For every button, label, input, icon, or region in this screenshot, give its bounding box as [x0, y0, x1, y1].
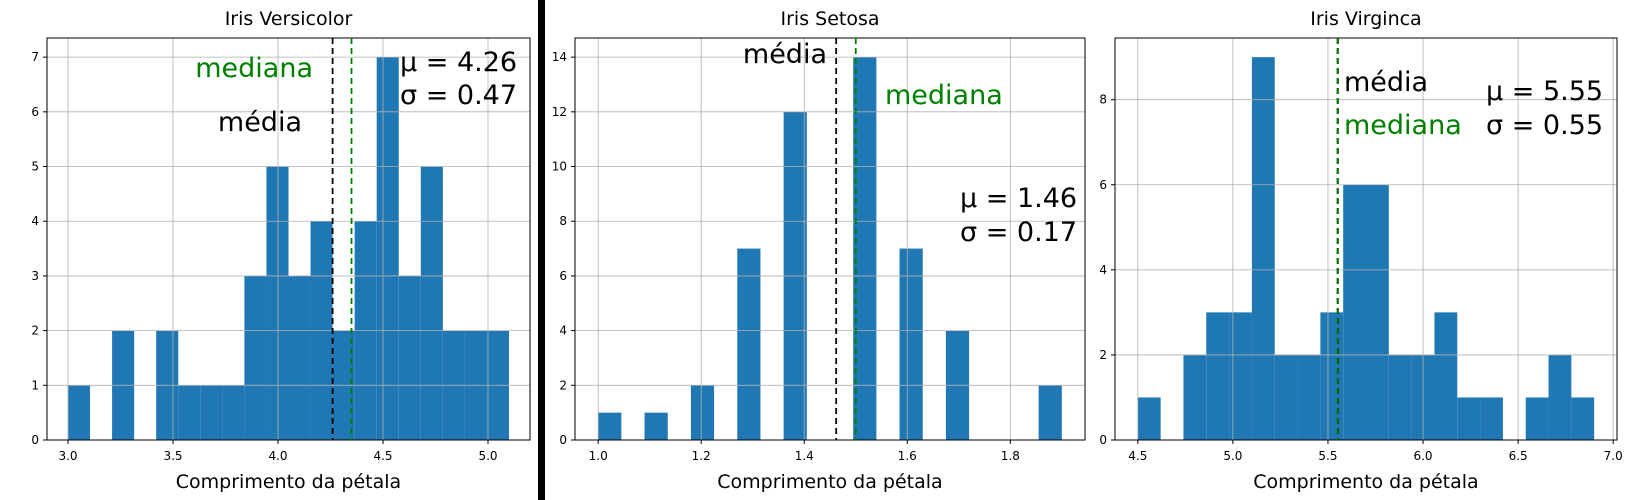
histogram-bar [1137, 397, 1161, 440]
histogram-bar [737, 248, 761, 440]
histogram-bar [288, 275, 311, 440]
histogram-bar [1251, 57, 1275, 441]
mu-annotation: μ = 1.46 [960, 183, 1077, 214]
y-tick-label: 14 [552, 50, 567, 64]
y-tick-label: 0 [559, 433, 567, 447]
histogram-bar [200, 385, 223, 440]
y-tick-label: 6 [31, 105, 39, 119]
x-tick-label: 6.0 [1413, 449, 1432, 463]
x-tick-label: 3.5 [163, 449, 182, 463]
x-tick-label: 4.5 [373, 449, 392, 463]
axes-frame [46, 37, 531, 441]
x-axis-label: Comprimento da pétala [717, 471, 942, 493]
y-tick-label: 4 [1099, 263, 1107, 277]
x-tick-label: 4.0 [268, 449, 287, 463]
x-tick-label: 5.5 [1318, 449, 1337, 463]
panel-divider [538, 0, 545, 500]
axes-frame [1114, 37, 1618, 441]
x-tick-label: 3.0 [58, 449, 77, 463]
x-tick-label: 5.0 [1223, 449, 1242, 463]
histogram-bar [222, 385, 245, 440]
median-annotation: mediana [1344, 110, 1462, 141]
histogram-bar [376, 57, 399, 441]
chart-title: Iris Virginca [1310, 8, 1421, 30]
x-axis-label: Comprimento da pétala [1253, 471, 1478, 493]
chart-panel-3: 4.5 5.0 5.5 6.0 6.5 7.0 0 2 4 6 8 Iris Virginca Comp… [1099, 8, 1622, 493]
sigma-annotation: σ = 0.17 [960, 217, 1077, 248]
histogram-bar [1366, 184, 1389, 440]
histogram-bar [1274, 354, 1298, 440]
histogram-bar [1571, 397, 1595, 440]
histogram-bar [1183, 354, 1207, 440]
histogram-bar [420, 166, 443, 440]
x-tick-label: 1.6 [898, 449, 917, 463]
mean-annotation: média [743, 39, 827, 70]
histogram-bar [1457, 397, 1481, 440]
histogram-bar [1038, 385, 1062, 440]
chart-title: Iris Versicolor [225, 8, 353, 30]
histogram-bar [1525, 397, 1549, 440]
x-tick-label: 4.5 [1128, 449, 1147, 463]
x-tick-label: 5.0 [478, 449, 497, 463]
sigma-annotation: σ = 0.55 [1486, 110, 1603, 141]
x-tick-label: 6.5 [1509, 449, 1528, 463]
mu-annotation: μ = 4.26 [400, 47, 517, 78]
histogram-bar [1297, 354, 1321, 440]
histogram-bar [1388, 354, 1412, 440]
histogram-bar [1343, 184, 1366, 440]
sigma-annotation: σ = 0.47 [400, 80, 517, 111]
chart-title: Iris Setosa [781, 8, 880, 30]
histogram-bar [68, 385, 91, 440]
median-annotation: mediana [885, 80, 1003, 111]
x-axis-label: Comprimento da pétala [176, 471, 401, 493]
histogram-bar [1206, 312, 1230, 440]
histogram-bar [644, 412, 668, 440]
mean-annotation: média [218, 107, 302, 138]
y-tick-label: 7 [31, 50, 39, 64]
chart-panel-2: 1.0 1.2 1.4 1.6 1.8 0 2 4 6 8 10 12 14 Iris Setosa Com… [552, 8, 1086, 493]
mean-annotation: média [1344, 67, 1428, 98]
y-tick-label: 6 [1099, 178, 1107, 192]
x-tick-label: 1.2 [692, 449, 711, 463]
y-tick-label: 2 [1099, 348, 1107, 362]
y-tick-label: 2 [31, 324, 39, 338]
histogram-bar [178, 385, 201, 440]
y-tick-label: 3 [31, 269, 39, 283]
y-tick-label: 10 [552, 160, 567, 174]
histogram-bar [398, 275, 421, 440]
axes-frame [574, 37, 1086, 441]
histogram-bar [598, 412, 622, 440]
y-tick-label: 8 [1099, 93, 1107, 107]
x-tick-label: 1.8 [1001, 449, 1020, 463]
y-tick-label: 8 [559, 214, 567, 228]
y-tick-label: 4 [31, 214, 39, 228]
y-tick-label: 6 [559, 269, 567, 283]
y-tick-label: 4 [559, 324, 567, 338]
histogram-bar [899, 248, 923, 440]
histogram-bar [853, 57, 877, 441]
chart-panel-1: 3.0 3.5 4.0 4.5 5.0 0 1 2 3 4 5 6 7 Iris Versicolor Co… [31, 8, 531, 493]
histogram-bar [1480, 397, 1503, 440]
histogram-bar [1548, 354, 1572, 440]
histogram-bar [1320, 312, 1344, 440]
y-tick-label: 12 [552, 105, 567, 119]
y-tick-label: 1 [31, 378, 39, 392]
histogram-bar [244, 275, 267, 440]
histogram-bar [690, 385, 715, 440]
x-tick-label: 1.4 [795, 449, 814, 463]
y-tick-label: 0 [31, 433, 39, 447]
median-annotation: mediana [195, 53, 313, 84]
histogram-bar [1434, 312, 1458, 440]
histogram-bar [266, 166, 289, 440]
x-tick-label: 1.0 [589, 449, 608, 463]
mu-annotation: μ = 5.55 [1486, 76, 1603, 107]
y-tick-label: 2 [559, 378, 567, 392]
y-tick-label: 0 [1099, 433, 1107, 447]
histogram-bar [1229, 312, 1252, 440]
x-tick-label: 7.0 [1604, 449, 1623, 463]
y-tick-label: 5 [31, 160, 39, 174]
